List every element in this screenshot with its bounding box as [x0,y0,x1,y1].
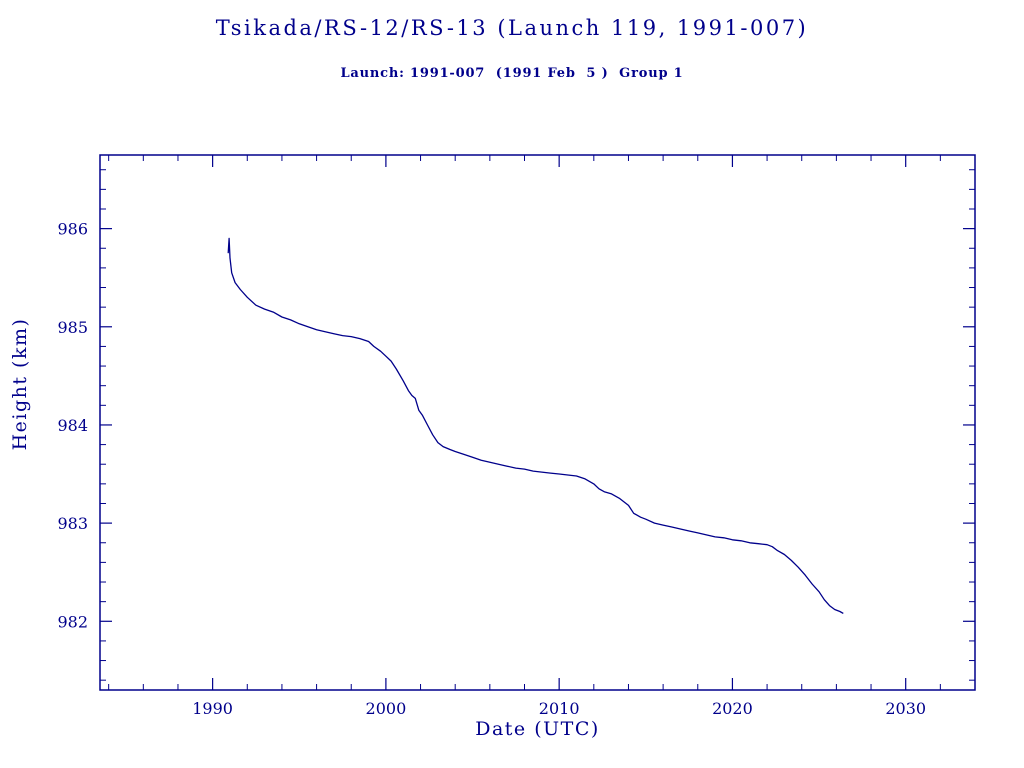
y-tick-label: 982 [57,612,88,631]
x-tick-label: 2000 [366,699,407,718]
x-tick-label: 2010 [539,699,580,718]
chart-subtitle: Launch: 1991-007 (1991 Feb 5 ) Group 1 [340,66,684,81]
x-tick-label: 2030 [885,699,926,718]
y-tick-label: 986 [57,220,88,239]
chart-title: Tsikada/RS-12/RS-13 (Launch 119, 1991-00… [215,16,809,40]
y-axis-label: Height (km) [9,317,31,451]
x-axis-label: Date (UTC) [475,718,600,740]
x-tick-label: 1990 [192,699,233,718]
height-series-line [227,237,844,614]
y-tick-label: 984 [57,416,88,435]
y-tick-label: 983 [57,514,88,533]
x-tick-label: 2020 [712,699,753,718]
plot-frame [99,154,976,691]
y-tick-label: 985 [57,318,88,337]
